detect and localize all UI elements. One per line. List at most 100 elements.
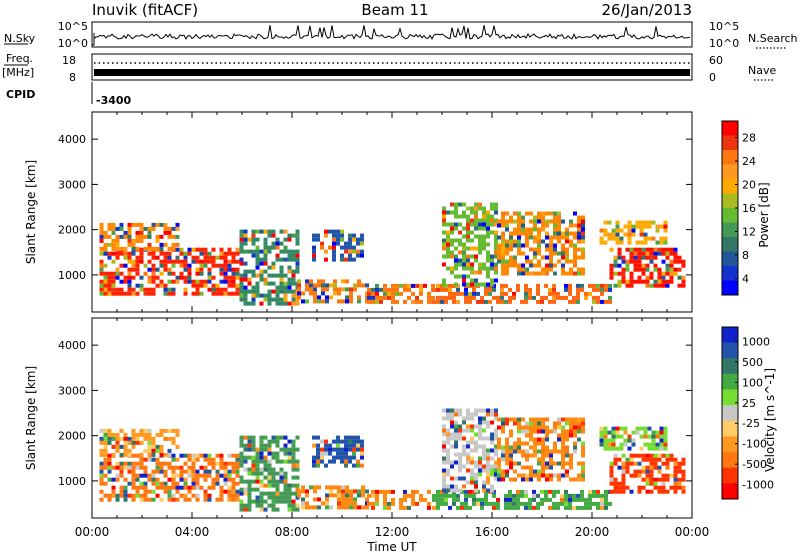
echo-cell xyxy=(458,488,462,493)
echo-cell xyxy=(195,283,200,288)
echo-cell xyxy=(239,229,244,234)
echo-cell xyxy=(340,451,344,456)
echo-cell xyxy=(127,283,132,288)
echo-cell xyxy=(599,228,604,233)
echo-cell xyxy=(103,263,108,268)
echo-cell xyxy=(655,446,660,451)
echo-cell xyxy=(665,271,670,276)
echo-cell xyxy=(295,253,300,258)
echo-cell xyxy=(450,238,454,243)
echo-cell xyxy=(271,495,276,500)
colorbar-tick-label: 8 xyxy=(742,249,749,262)
echo-cell xyxy=(297,295,301,300)
echo-cell xyxy=(521,477,525,482)
echo-cell xyxy=(444,295,448,300)
echo-cell xyxy=(647,426,652,431)
echo-cell xyxy=(247,269,252,274)
echo-cell xyxy=(617,457,622,462)
echo-cell xyxy=(509,445,513,450)
echo-cell xyxy=(271,229,276,234)
echo-cell xyxy=(332,229,336,234)
echo-cell xyxy=(464,489,468,494)
echo-cell xyxy=(407,287,411,292)
echo-cell xyxy=(175,457,180,462)
echo-cell xyxy=(183,469,188,474)
echo-cell xyxy=(645,275,650,280)
echo-cell xyxy=(561,251,565,256)
echo-cell xyxy=(227,247,232,252)
echo-cell xyxy=(271,455,276,460)
echo-cell xyxy=(333,485,337,490)
echo-cell xyxy=(223,279,228,284)
echo-cell xyxy=(607,446,612,451)
echo-cell xyxy=(267,467,272,472)
echo-cell xyxy=(454,258,458,263)
echo-cell xyxy=(553,461,557,466)
echo-cell xyxy=(533,247,537,252)
echo-cell xyxy=(151,251,156,256)
echo-cell xyxy=(649,271,654,276)
echo-cell xyxy=(263,483,268,488)
echo-cell xyxy=(532,505,536,510)
echo-cell xyxy=(147,246,152,251)
echo-cell xyxy=(529,231,533,236)
echo-cell xyxy=(497,441,501,446)
echo-cell xyxy=(478,222,482,227)
echo-cell xyxy=(356,443,360,448)
echo-cell xyxy=(283,479,288,484)
echo-cell xyxy=(275,479,280,484)
echo-cell xyxy=(115,251,120,256)
echo-cell xyxy=(131,432,136,437)
echo-cell xyxy=(329,295,333,300)
echo-cell xyxy=(613,457,618,462)
echo-cell xyxy=(344,257,348,262)
echo-cell xyxy=(521,465,525,470)
echo-cell xyxy=(505,469,509,474)
echo-cell xyxy=(548,299,552,304)
echo-cell xyxy=(219,255,224,260)
echo-cell xyxy=(458,408,462,413)
echo-cell xyxy=(275,237,280,242)
echo-cell xyxy=(482,420,486,425)
echo-cell xyxy=(573,255,577,260)
echo-cell xyxy=(227,497,232,502)
echo-cell xyxy=(243,285,248,290)
echo-cell xyxy=(474,432,478,437)
echo-cell xyxy=(167,465,172,470)
echo-cell xyxy=(486,468,490,473)
echo-cell xyxy=(478,238,482,243)
echo-cell xyxy=(466,254,470,259)
echo-cell xyxy=(203,251,208,256)
echo-cell xyxy=(677,469,682,474)
echo-cell xyxy=(565,433,569,438)
echo-cell xyxy=(482,444,486,449)
echo-cell xyxy=(517,437,521,442)
echo-cell xyxy=(279,459,284,464)
echo-cell xyxy=(505,421,509,426)
echo-cell xyxy=(171,485,176,490)
echo-cell xyxy=(183,275,188,280)
echo-cell xyxy=(496,497,500,502)
echo-cell xyxy=(649,469,654,474)
echo-cell xyxy=(287,265,292,270)
echo-cell xyxy=(580,497,584,502)
echo-cell xyxy=(321,287,325,292)
echo-cell xyxy=(545,453,549,458)
echo-cell xyxy=(279,249,284,254)
echo-cell xyxy=(442,218,446,223)
echo-cell xyxy=(617,271,622,276)
echo-cell xyxy=(577,215,581,220)
echo-cell xyxy=(211,485,216,490)
echo-cell xyxy=(517,267,521,272)
echo-cell xyxy=(267,459,272,464)
echo-cell xyxy=(490,206,494,211)
echo-cell xyxy=(661,247,666,252)
echo-cell xyxy=(637,267,642,272)
echo-cell xyxy=(580,287,584,292)
echo-cell xyxy=(259,455,264,460)
echo-cell xyxy=(324,257,328,262)
echo-cell xyxy=(528,287,532,292)
echo-cell xyxy=(275,439,280,444)
echo-cell xyxy=(375,501,379,506)
echo-cell xyxy=(549,461,553,466)
